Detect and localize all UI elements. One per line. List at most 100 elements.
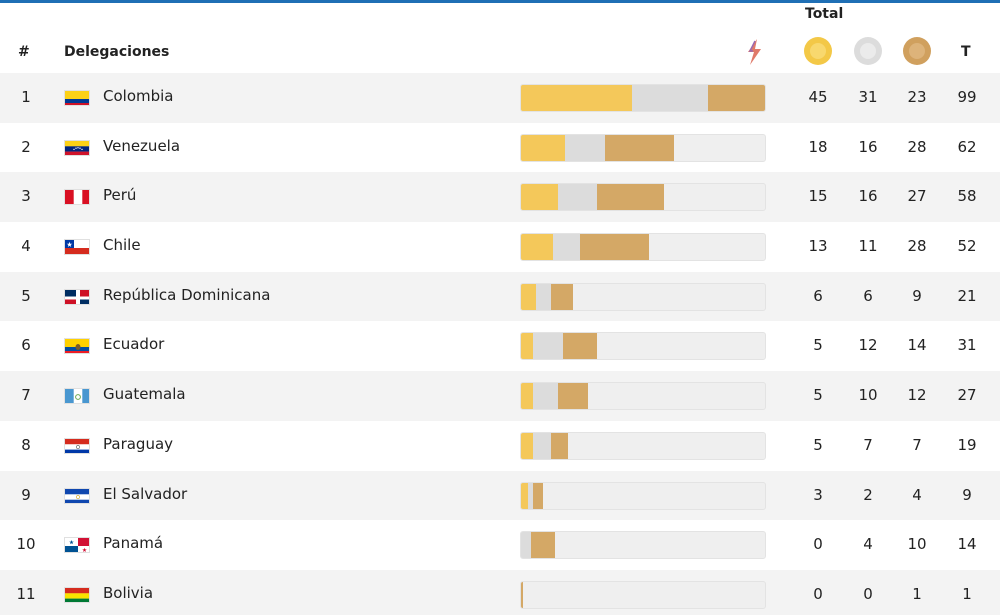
country-name: Panamá bbox=[103, 534, 164, 553]
rank-cell: 9 bbox=[21, 485, 31, 504]
bronze-count: 4 bbox=[912, 485, 922, 504]
gold-count: 3 bbox=[813, 485, 823, 504]
table-row[interactable]: 5 República Dominicana 6 6 9 21 bbox=[0, 271, 1000, 322]
gold-segment bbox=[521, 383, 534, 410]
rank-cell: 2 bbox=[21, 137, 31, 156]
total-count: 19 bbox=[957, 435, 977, 454]
table-row[interactable]: 3 Perú 15 16 27 58 bbox=[0, 172, 1000, 223]
table-row[interactable]: 7 Guatemala 5 10 12 27 bbox=[0, 371, 1000, 421]
gold-count: 5 bbox=[813, 386, 823, 405]
bronze-count: 23 bbox=[907, 88, 927, 106]
silver-count: 16 bbox=[858, 137, 878, 156]
total-heading: Total bbox=[805, 6, 844, 22]
country-name: Venezuela bbox=[103, 136, 181, 155]
silver-segment bbox=[631, 85, 709, 111]
total-count: 62 bbox=[957, 137, 977, 156]
bronze-segment bbox=[530, 532, 556, 559]
country-name: Colombia bbox=[103, 87, 174, 105]
table-row[interactable]: 8 Paraguay 5 7 7 19 bbox=[0, 421, 1000, 471]
silver-medal-icon[interactable] bbox=[854, 37, 882, 65]
bronze-count: 9 bbox=[912, 286, 922, 305]
table-row[interactable]: 2 Venezuela 18 16 28 62 bbox=[0, 123, 1000, 173]
bronze-count: 12 bbox=[907, 386, 927, 405]
table-row[interactable]: 11 Bolivia 0 0 1 1 bbox=[0, 569, 1000, 615]
bronze-count: 1 bbox=[912, 584, 922, 603]
table-row[interactable]: 10 Panamá 0 4 10 14 bbox=[0, 520, 1000, 570]
rank-cell: 5 bbox=[21, 286, 31, 305]
silver-segment bbox=[533, 333, 563, 360]
total-count: 58 bbox=[957, 187, 977, 206]
medal-bar bbox=[520, 481, 766, 510]
bronze-medal-icon[interactable] bbox=[903, 37, 931, 65]
dominican-republic-flag-icon bbox=[64, 288, 90, 305]
country-name: Perú bbox=[103, 186, 137, 205]
gold-segment bbox=[521, 234, 554, 261]
bronze-segment bbox=[604, 134, 674, 161]
rank-cell: 10 bbox=[16, 535, 36, 554]
total-count: 9 bbox=[962, 485, 972, 504]
table-row[interactable]: 6 Ecuador 5 12 14 31 bbox=[0, 321, 1000, 371]
silver-segment bbox=[553, 234, 581, 261]
peru-flag-icon bbox=[64, 189, 90, 206]
country-name: República Dominicana bbox=[103, 285, 271, 304]
country-name: Bolivia bbox=[103, 583, 154, 602]
gold-segment bbox=[521, 482, 529, 509]
silver-count: 12 bbox=[858, 336, 878, 355]
silver-count: 2 bbox=[863, 485, 873, 504]
silver-count: 11 bbox=[858, 237, 878, 256]
table-row[interactable]: 9 El Salvador 3 2 4 9 bbox=[0, 470, 1000, 521]
silver-count: 16 bbox=[858, 187, 878, 206]
total-count: 14 bbox=[957, 535, 977, 554]
panama-flag-icon bbox=[64, 537, 90, 554]
gold-count: 5 bbox=[813, 435, 823, 454]
silver-segment bbox=[533, 383, 558, 410]
gold-count: 0 bbox=[813, 584, 823, 603]
bronze-count: 28 bbox=[907, 237, 927, 256]
silver-segment bbox=[528, 482, 534, 509]
games-logo-icon bbox=[741, 37, 767, 67]
silver-segment bbox=[521, 532, 531, 559]
bronze-segment bbox=[562, 333, 598, 360]
rank-column-header[interactable]: # bbox=[18, 44, 30, 60]
medal-table: 1 Colombia 45 31 23 99 2 Venezuela 18 16… bbox=[0, 73, 1000, 615]
silver-count: 10 bbox=[858, 386, 878, 405]
venezuela-flag-icon bbox=[64, 139, 90, 156]
rank-cell: 6 bbox=[21, 336, 31, 355]
medal-bar bbox=[520, 233, 766, 262]
silver-count: 6 bbox=[863, 286, 873, 305]
guatemala-flag-icon bbox=[64, 388, 90, 405]
medal-bar bbox=[520, 580, 766, 609]
gold-medal-icon[interactable] bbox=[804, 37, 832, 65]
ecuador-flag-icon bbox=[64, 338, 90, 355]
rank-cell: 7 bbox=[21, 386, 31, 405]
medal-bar bbox=[520, 382, 766, 411]
medal-bar bbox=[520, 282, 766, 311]
el-salvador-flag-icon bbox=[64, 487, 90, 504]
total-count: 27 bbox=[957, 386, 977, 405]
silver-count: 7 bbox=[863, 435, 873, 454]
bronze-segment bbox=[580, 234, 650, 261]
chile-flag-icon bbox=[64, 239, 90, 256]
gold-count: 18 bbox=[808, 137, 828, 156]
bronze-segment bbox=[557, 383, 588, 410]
gold-segment bbox=[521, 85, 632, 111]
total-column-header[interactable]: T bbox=[961, 44, 971, 60]
bronze-count: 7 bbox=[912, 435, 922, 454]
silver-count: 31 bbox=[858, 88, 878, 106]
table-row[interactable]: 1 Colombia 45 31 23 99 bbox=[0, 73, 1000, 123]
delegations-column-header[interactable]: Delegaciones bbox=[64, 44, 170, 60]
gold-count: 5 bbox=[813, 336, 823, 355]
total-count: 52 bbox=[957, 237, 977, 256]
total-count: 99 bbox=[957, 88, 977, 106]
rank-cell: 11 bbox=[16, 584, 36, 603]
bronze-segment bbox=[708, 85, 765, 111]
gold-count: 13 bbox=[808, 237, 828, 256]
gold-segment bbox=[521, 184, 558, 211]
rank-cell: 1 bbox=[21, 88, 31, 106]
medal-bar bbox=[520, 133, 766, 162]
table-row[interactable]: 4 Chile 13 11 28 52 bbox=[0, 222, 1000, 272]
paraguay-flag-icon bbox=[64, 437, 90, 454]
country-name: Chile bbox=[103, 236, 141, 255]
table-header: # Delegaciones T bbox=[0, 28, 1000, 74]
gold-segment bbox=[521, 333, 534, 360]
